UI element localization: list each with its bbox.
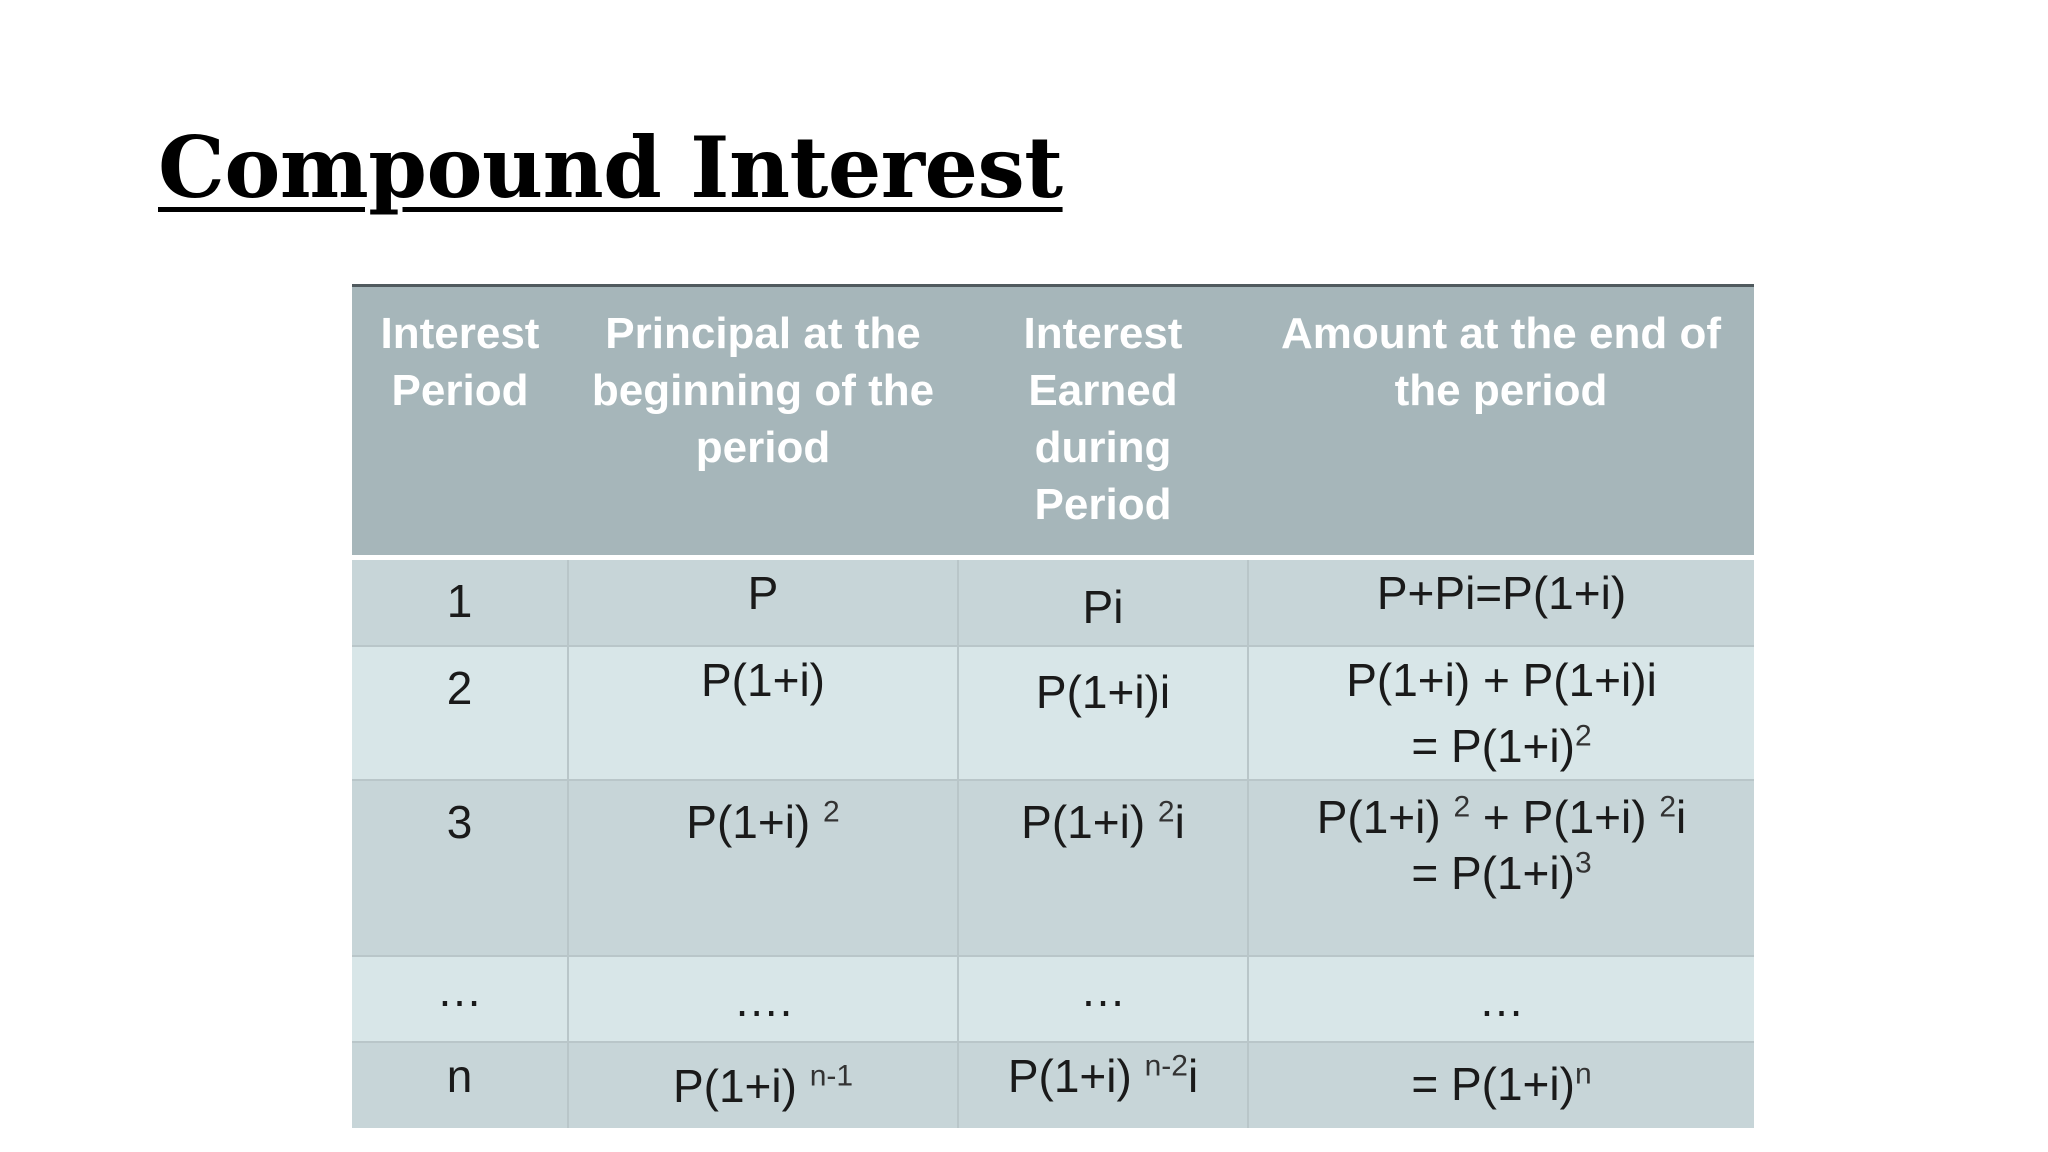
interest-cell: P(1+i) 2i [957,779,1248,956]
period-value: 3 [446,795,473,848]
amount-cell: … [1247,955,1754,1042]
header-principal: Principal at the beginning of the period [568,287,958,560]
interest-cell: P(1+i) n-2i [957,1041,1248,1128]
header-amount: Amount at the end of the period [1248,287,1754,560]
principal-cell: P(1+i) n-1 [567,1041,958,1128]
table-row: 3 P(1+i) 2 P(1+i) 2i P(1+i) 2 + P(1+i) 2… [352,779,1754,956]
table-row: 2 P(1+i) P(1+i)i P(1+i) + P(1+i)i = P(1+… [352,645,1754,780]
amount-line-1: P(1+i) 2 + P(1+i) 2i [1255,789,1748,845]
amount-line-2: = P(1+i)3 [1255,845,1748,901]
interest-value: P(1+i)i [1035,665,1171,718]
principal-cell: P [567,557,958,646]
interest-base: P(1+i) [1021,795,1158,848]
amount-line-2: = P(1+i)n [1255,1051,1748,1117]
interest-cell: Pi [957,557,1248,646]
principal-value: …. [733,973,793,1026]
period-cell: … [352,955,568,1042]
period-value: 2 [446,661,473,714]
table: Interest Period Principal at the beginni… [352,287,1754,1128]
amount-exponent-2: 2 [1659,790,1677,824]
compound-interest-table: Interest Period Principal at the beginni… [352,284,1754,1128]
amount-cell: P(1+i) + P(1+i)i = P(1+i)2 [1247,645,1754,780]
amount-line-2-exponent: 2 [1574,719,1592,753]
interest-cell: P(1+i)i [957,645,1248,780]
period-value: 1 [446,575,473,627]
amount-line-1: P(1+i) + P(1+i)i [1346,653,1657,706]
amount-cell: = P(1+i)n [1247,1041,1754,1128]
table-row: … …. … … [352,955,1754,1042]
principal-value: P(1+i) n-1 [673,1060,853,1112]
amount-line-1: … [1478,973,1525,1026]
principal-value: P [747,567,779,619]
period-cell: 3 [352,779,568,956]
amount-cell: P(1+i) 2 + P(1+i) 2i = P(1+i)3 [1247,779,1754,956]
header-row: Interest Period Principal at the beginni… [352,287,1754,560]
table-body: 1 P Pi P+Pi=P(1+i) 2 P(1+i) P(1+i)i P(1+… [352,557,1754,1128]
amount-line-2-exponent: 3 [1574,846,1592,880]
principal-cell: …. [567,955,958,1042]
amount-line-1: P+Pi=P(1+i) [1376,567,1627,619]
amount-line-2-base: = P(1+i) [1411,846,1575,899]
interest-value: P(1+i) 2i [1021,796,1185,848]
table-header: Interest Period Principal at the beginni… [352,287,1754,560]
amount-line-2: = P(1+i)2 [1255,713,1748,779]
amount-part-a: P(1+i) [1316,790,1454,843]
period-cell: n [352,1041,568,1128]
interest-tail: i [1187,1049,1199,1102]
principal-base: P(1+i) [672,1059,810,1112]
interest-base: P(1+i) [1007,1049,1145,1102]
interest-value: … [1080,963,1126,1016]
table-row: 1 P Pi P+Pi=P(1+i) [352,557,1754,646]
interest-exponent: 2 [1157,795,1175,829]
principal-exponent: n-1 [809,1059,854,1093]
amount-line-2-base: = P(1+i) [1411,719,1575,772]
period-cell: 2 [352,645,568,780]
table-row: n P(1+i) n-1 P(1+i) n-2i = P(1+i)n [352,1041,1754,1128]
amount-part-b: + P(1+i) [1470,790,1660,843]
principal-value: P(1+i) 2 [686,796,839,848]
interest-cell: … [957,955,1248,1042]
interest-value: Pi [1082,581,1124,633]
header-interest-earned: Interest Earned during Period [958,287,1248,560]
interest-value: P(1+i) n-2i [1008,1050,1198,1102]
amount-part-c: i [1676,790,1687,843]
interest-exponent: n-2 [1144,1049,1188,1083]
period-value: n [446,1049,473,1102]
principal-cell: P(1+i) 2 [567,779,958,956]
amount-cell: P+Pi=P(1+i) [1247,557,1754,646]
period-value: … [436,963,483,1016]
principal-base: P(1+i) [686,795,824,848]
amount-line-2-base: = P(1+i) [1411,1057,1575,1110]
interest-tail: i [1174,795,1185,848]
header-interest-period: Interest Period [352,287,568,560]
slide-title: Compound Interest [158,118,1063,217]
amount-exponent-1: 2 [1453,790,1471,824]
principal-cell: P(1+i) [567,645,958,780]
principal-exponent: 2 [823,795,840,829]
amount-line-2-exponent: n [1574,1057,1592,1091]
principal-value: P(1+i) [701,653,825,706]
period-cell: 1 [352,557,568,646]
